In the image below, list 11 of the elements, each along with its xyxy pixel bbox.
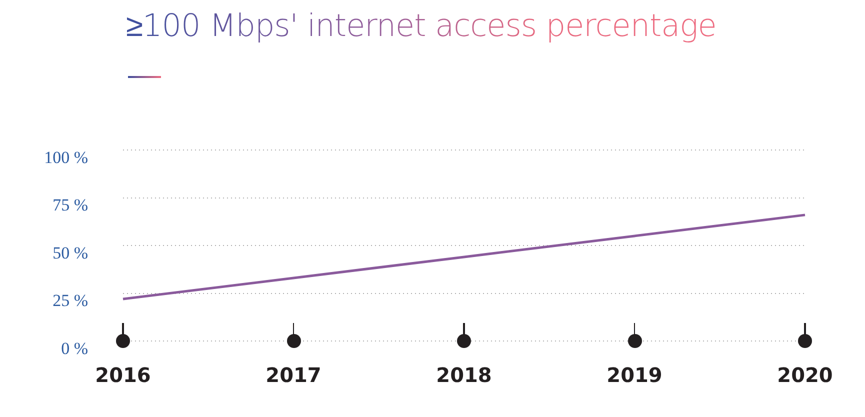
x-tick-label: 2020	[777, 363, 833, 388]
chart-title: ≥100 Mbps' internet access percentage	[126, 8, 716, 44]
y-tick-label: 0 %	[61, 338, 88, 358]
x-tick-label: 2019	[606, 363, 662, 388]
x-tick-label: 2016	[95, 363, 151, 388]
y-tick-label: 75 %	[52, 196, 88, 215]
y-tick-label: 25 %	[52, 291, 88, 310]
y-tick-label: 100 %	[44, 148, 88, 167]
y-tick-label: 50 %	[52, 243, 88, 262]
x-tick-label: 2018	[436, 363, 492, 388]
x-tick-label: 2017	[266, 363, 322, 388]
